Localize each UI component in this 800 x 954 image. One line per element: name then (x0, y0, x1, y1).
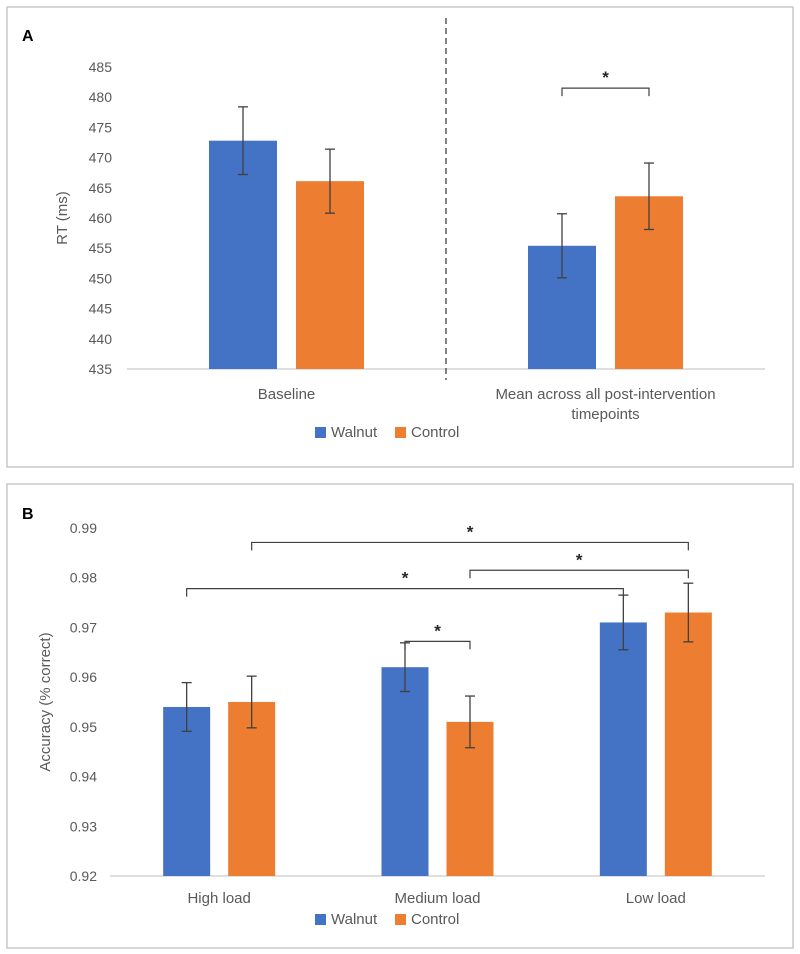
y-tick-label: 0.93 (70, 818, 97, 834)
y-tick-label: 0.99 (70, 520, 97, 536)
legend: Walnut Control (315, 911, 459, 928)
y-tick-label: 440 (89, 331, 113, 347)
y-tick-label: 455 (89, 240, 113, 256)
y-tick-label: 0.97 (70, 619, 97, 635)
y-tick-label: 485 (89, 59, 113, 75)
y-tick-label: 0.92 (70, 868, 97, 884)
y-tick-label: 0.98 (70, 570, 97, 586)
significance-asterisk: * (467, 522, 474, 541)
legend-label-walnut: Walnut (331, 424, 378, 441)
bar-walnut-2 (599, 622, 647, 876)
y-tick-label: 470 (89, 150, 113, 166)
category-label: timepoints (571, 406, 639, 423)
significance-bracket (186, 588, 624, 597)
legend: Walnut Control (315, 424, 459, 441)
legend-swatch-control (395, 427, 406, 438)
chart-b: 0.92 0.93 0.94 0.95 0.96 0.97 0.98 0.99 Accuracy… (37, 520, 765, 928)
category-label: Mean across all post-intervention (495, 386, 715, 403)
y-tick-label: 460 (89, 210, 113, 226)
y-tick-label: 480 (89, 89, 113, 105)
legend-swatch-walnut (315, 427, 326, 438)
bar-walnut-1 (381, 667, 429, 876)
panel-b: B 0.92 0.93 0.94 0.95 0.96 0.97 0.98 0.99 Accura… (6, 483, 794, 949)
legend-swatch-walnut (315, 914, 326, 925)
legend-label-walnut: Walnut (331, 911, 378, 928)
y-tick-label: 0.96 (70, 669, 97, 685)
y-tick-label: 475 (89, 119, 113, 135)
significance-bracket (561, 87, 650, 97)
y-tick-label: 0.94 (70, 769, 97, 785)
category-label: Medium load (395, 890, 481, 907)
category-label: Baseline (258, 386, 316, 403)
legend-label-control: Control (411, 424, 459, 441)
significance-asterisk: * (576, 550, 583, 569)
category-label: Low load (626, 890, 686, 907)
y-tick-label: 465 (89, 180, 113, 196)
significance-bracket (404, 640, 471, 650)
y-axis-title: Accuracy (% correct) (37, 632, 54, 771)
bar-control-0 (228, 702, 276, 876)
category-label: High load (187, 890, 250, 907)
y-tick-label: 445 (89, 301, 113, 317)
y-tick-label: 0.95 (70, 719, 97, 735)
panel-a-label: A (22, 28, 34, 45)
panel-a: A 435 440 445 450 455 460 465 470 475 480 485 RT (m… (6, 6, 794, 468)
significance-bracket (469, 569, 689, 579)
y-tick-label: 435 (89, 361, 113, 377)
legend-label-control: Control (411, 911, 459, 928)
bar-walnut-0 (163, 706, 211, 876)
significance-asterisk: * (602, 68, 609, 87)
significance-asterisk: * (434, 621, 441, 640)
y-axis-title: RT (ms) (54, 191, 71, 245)
significance-bracket (251, 541, 689, 551)
legend-swatch-control (395, 914, 406, 925)
bar-walnut-0 (209, 140, 277, 369)
panel-b-label: B (22, 506, 34, 523)
significance-asterisk: * (402, 569, 409, 588)
bar-control-2 (664, 612, 712, 876)
y-tick-label: 450 (89, 270, 113, 286)
chart-a: 435 440 445 450 455 460 465 470 475 480 485 RT (ms)… (54, 18, 765, 441)
